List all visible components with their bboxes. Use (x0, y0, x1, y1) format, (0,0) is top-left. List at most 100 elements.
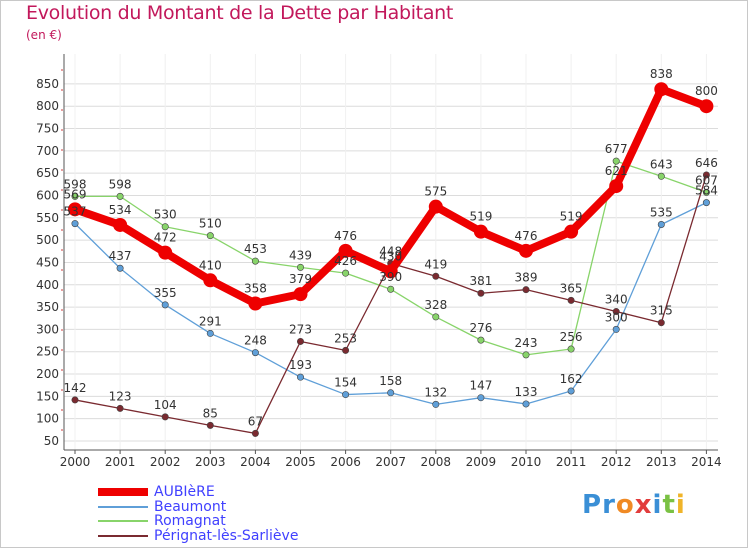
data-point (477, 336, 485, 344)
data-label: 253 (334, 331, 357, 345)
y-tick-label: 650 (36, 166, 59, 180)
data-point (116, 404, 124, 412)
data-point (342, 346, 350, 354)
data-label: 410 (199, 258, 222, 272)
data-label: 510 (199, 217, 222, 231)
data-label: 358 (244, 282, 267, 296)
data-point (251, 429, 259, 437)
data-labels: 569 534 472 410 358 379 476 430 575 519 476 519 621 8… (64, 67, 718, 428)
data-label: 256 (560, 330, 583, 344)
data-label: 381 (469, 274, 492, 288)
data-point (699, 99, 714, 114)
data-label: 537 (64, 205, 87, 219)
data-label: 133 (515, 385, 538, 399)
data-label: 315 (650, 304, 673, 318)
x-tick-label: 2011 (556, 455, 587, 469)
y-tick-label: 200 (36, 367, 59, 381)
data-point (251, 349, 259, 357)
data-point (567, 296, 575, 304)
data-point (113, 217, 128, 232)
data-point (387, 389, 395, 397)
y-tick-label: 150 (36, 389, 59, 403)
legend-label: Pérignat-lès-Sarliève (154, 528, 299, 545)
data-point (654, 82, 669, 97)
x-tick-label: 2014 (691, 455, 722, 469)
data-point (564, 224, 579, 239)
y-tick-label: 50 (44, 434, 59, 448)
y-tick-label: 600 (36, 188, 59, 202)
data-label: 646 (695, 156, 718, 170)
data-point (206, 421, 214, 429)
y-tick-label: 750 (36, 122, 59, 136)
y-tick-label: 800 (36, 99, 59, 113)
data-label: 437 (109, 249, 132, 263)
data-point (702, 199, 710, 207)
data-point (71, 192, 79, 200)
data-label: 389 (515, 271, 538, 285)
data-point (206, 232, 214, 240)
logo-letter: P (582, 490, 603, 520)
data-label: 379 (289, 272, 312, 286)
data-point (567, 387, 575, 395)
logo-letter: r (602, 490, 616, 520)
data-label: 248 (244, 334, 267, 348)
data-label: 535 (650, 205, 673, 219)
x-tick-label: 2007 (375, 455, 406, 469)
data-label: 838 (650, 67, 673, 81)
data-label: 569 (64, 187, 87, 201)
data-label: 476 (515, 229, 538, 243)
x-tick-label: 2010 (511, 455, 542, 469)
data-point (293, 287, 308, 302)
data-label: 530 (154, 208, 177, 222)
data-label: 426 (334, 254, 357, 268)
data-point (612, 308, 620, 316)
legend-item: Pérignat-lès-Sarliève (98, 529, 298, 544)
y-tick-label: 300 (36, 322, 59, 336)
data-point (702, 188, 710, 196)
y-tick-label: 450 (36, 255, 59, 269)
x-tick-label: 2006 (330, 455, 361, 469)
data-point (428, 199, 443, 214)
data-label: 328 (424, 298, 447, 312)
data-label: 243 (515, 336, 538, 350)
data-point (158, 245, 173, 260)
data-point (161, 223, 169, 231)
unit-label: (en €) (26, 28, 62, 42)
data-point (657, 172, 665, 180)
data-label: 453 (244, 242, 267, 256)
data-point (567, 345, 575, 353)
data-point (522, 286, 530, 294)
data-point (383, 264, 398, 279)
y-tick-label: 250 (36, 345, 59, 359)
x-tick-label: 2002 (150, 455, 181, 469)
data-label: 430 (379, 249, 402, 263)
data-label: 193 (289, 358, 312, 372)
data-label: 340 (605, 293, 628, 307)
data-label: 365 (560, 281, 583, 295)
data-point (522, 400, 530, 408)
y-tick-label: 700 (36, 144, 59, 158)
data-point (296, 337, 304, 345)
data-label: 85 (203, 406, 218, 420)
data-point (68, 202, 82, 217)
data-point (71, 220, 79, 228)
y-tick-label: 550 (36, 211, 59, 225)
axes: 50 100 150 200 250 300 350 400 450 500 550 600 650 70… (36, 54, 722, 469)
data-point (432, 272, 440, 280)
y-tick-label: 500 (36, 233, 59, 247)
data-label: 67 (248, 414, 263, 428)
legend: AUBIèRE Beaumont Romagnat Pérignat-lès-Sarl… (98, 485, 298, 543)
data-point (609, 179, 624, 194)
legend-swatch (98, 488, 148, 497)
data-point (338, 243, 353, 258)
data-label: 300 (605, 310, 628, 324)
logo-letter: t (662, 490, 676, 520)
data-label: 519 (560, 210, 583, 224)
series (68, 82, 714, 437)
data-point (657, 220, 665, 228)
data-point (206, 329, 214, 337)
data-point (519, 243, 533, 258)
data-point (251, 257, 259, 265)
data-point (71, 396, 79, 404)
